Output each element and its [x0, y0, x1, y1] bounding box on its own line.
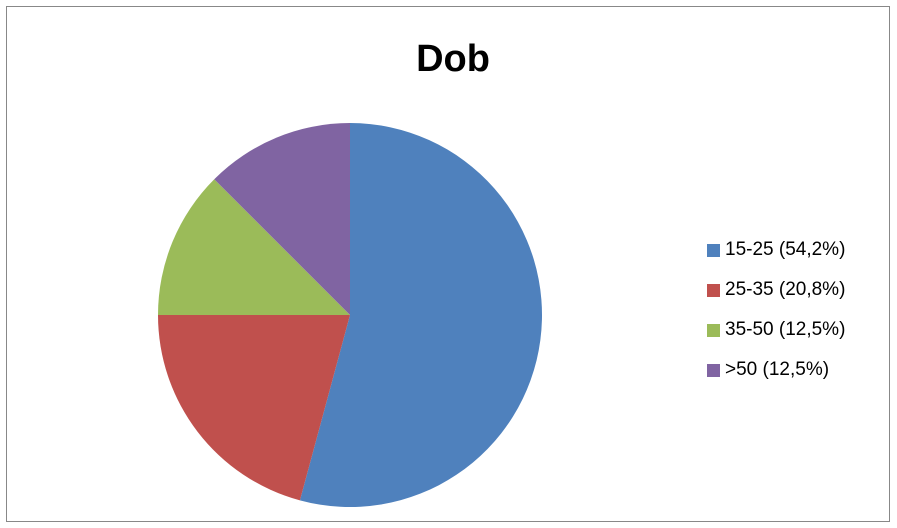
- legend-swatch: [707, 243, 720, 257]
- pie-slices: [158, 123, 543, 507]
- legend-swatch: [707, 283, 720, 297]
- pie-slice: [214, 123, 350, 315]
- chart-title: Dob: [416, 38, 490, 80]
- legend-label: 35-50 (12,5%): [725, 319, 846, 340]
- legend-item: 35-50 (12,5%): [707, 310, 887, 350]
- pie-slice: [158, 179, 350, 315]
- pie-slice: [299, 123, 543, 507]
- legend-swatch: [707, 363, 720, 377]
- legend-swatch: [707, 323, 720, 337]
- legend-item: 25-35 (20,8%): [707, 270, 887, 310]
- legend-label: 15-25 (54,2%): [725, 239, 846, 260]
- legend-item: 15-25 (54,2%): [707, 230, 887, 270]
- legend: 15-25 (54,2%) 25-35 (20,8%) 35-50 (12,5%) >…: [707, 230, 887, 390]
- legend-label: 25-35 (20,8%): [725, 279, 846, 300]
- legend-label: >50 (12,5%): [725, 359, 830, 380]
- pie-slice: [158, 315, 350, 501]
- legend-item: >50 (12,5%): [707, 350, 887, 390]
